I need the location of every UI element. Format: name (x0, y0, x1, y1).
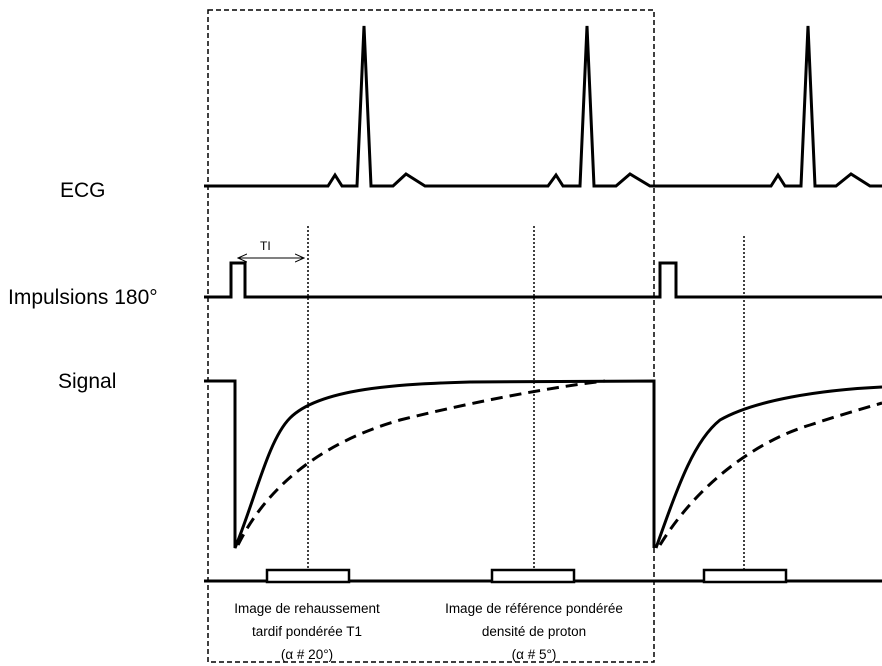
signal-label: Signal (58, 370, 116, 393)
caption-left-line-1: Image de rehaussement (234, 601, 380, 616)
ecg-trace (204, 25, 882, 188)
acquisition-window-frame (207, 9, 655, 663)
acquisition-block-2 (490, 568, 576, 584)
caption-left-line-2: tardif pondérée T1 (252, 624, 362, 639)
pulses-label: Impulsions 180° (8, 286, 158, 309)
signal-dashed-curve-2 (658, 401, 882, 546)
signal-solid-curve-2 (654, 385, 882, 549)
caption-left-line-3: (α # 20°) (281, 647, 333, 662)
caption-right-line-3: (α # 5°) (512, 647, 557, 662)
ecg-label: ECG (60, 179, 106, 202)
acquisition-block-3 (702, 568, 788, 584)
acquisition-block-1 (265, 568, 351, 584)
caption-right-line-1: Image de référence pondérée (445, 601, 623, 616)
signal-dashed-curve-1 (236, 379, 606, 546)
pulses-trace (204, 261, 882, 299)
ti-label: TI (260, 239, 271, 253)
caption-right-line-2: densité de proton (482, 624, 586, 639)
signal-solid-curve-1 (204, 379, 656, 549)
